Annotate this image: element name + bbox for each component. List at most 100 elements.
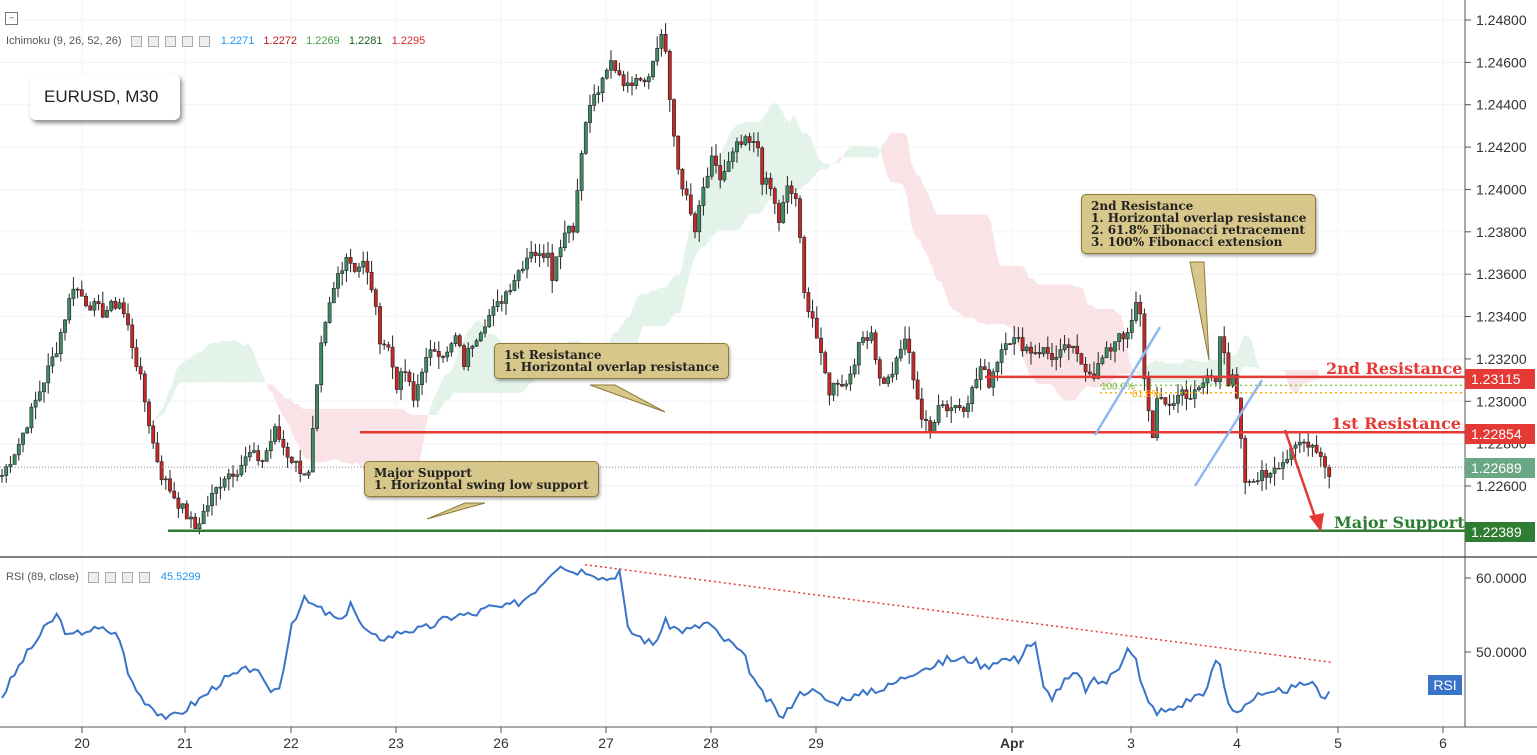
candle-body bbox=[789, 185, 794, 194]
cloud-segment bbox=[932, 203, 937, 281]
cloud-segment bbox=[1071, 284, 1076, 401]
candle-body bbox=[37, 391, 42, 401]
cloud-segment bbox=[1167, 363, 1172, 383]
candle-body bbox=[919, 398, 924, 420]
cloud-segment bbox=[365, 408, 370, 476]
cloud-segment bbox=[823, 163, 828, 169]
candle-body bbox=[1125, 332, 1130, 340]
cloud-segment bbox=[277, 390, 282, 413]
cloud-segment bbox=[357, 408, 362, 468]
cloud-segment bbox=[319, 408, 324, 463]
ichimoku-value: 1.2272 bbox=[263, 35, 298, 47]
candle-body bbox=[483, 326, 487, 334]
candle-body bbox=[630, 82, 634, 86]
cloud-segment bbox=[327, 408, 332, 462]
candle-body bbox=[1197, 387, 1201, 391]
candle-body bbox=[352, 262, 357, 272]
candle-body bbox=[688, 194, 693, 215]
cloud-segment bbox=[1159, 361, 1164, 383]
candle-body bbox=[499, 301, 504, 304]
add-icon[interactable] bbox=[181, 35, 193, 47]
cloud-segment bbox=[709, 168, 714, 240]
cloud-segment bbox=[1234, 349, 1239, 383]
close-icon[interactable] bbox=[138, 571, 150, 583]
rsi-header[interactable]: RSI (89, close) 45.5299 bbox=[6, 571, 207, 583]
cloud-segment bbox=[180, 361, 185, 383]
candle-body bbox=[268, 441, 273, 452]
candle-body bbox=[478, 332, 483, 342]
candle-body bbox=[684, 188, 689, 196]
cloud-segment bbox=[348, 408, 353, 465]
cloud-segment bbox=[1125, 334, 1130, 374]
close-icon[interactable] bbox=[198, 35, 210, 47]
cloud-segment bbox=[294, 404, 299, 445]
cloud-segment bbox=[168, 385, 173, 404]
cloud-segment bbox=[1008, 265, 1013, 328]
candle-body bbox=[575, 190, 580, 233]
candle-body bbox=[1226, 352, 1231, 387]
settings-icon[interactable] bbox=[130, 35, 142, 47]
candle-body bbox=[462, 345, 466, 367]
candle-body bbox=[1310, 444, 1315, 448]
candle-body bbox=[814, 317, 819, 339]
annotation-major-support: Major Support 1. Horizontal swing low su… bbox=[364, 461, 599, 497]
candle-body bbox=[331, 287, 336, 304]
candle-body bbox=[117, 302, 122, 309]
cloud-segment bbox=[1197, 360, 1202, 385]
candle-body bbox=[907, 338, 912, 353]
cloud-segment bbox=[919, 176, 924, 250]
candle-body bbox=[302, 473, 307, 476]
cloud-segment bbox=[411, 414, 416, 465]
cloud-segment bbox=[970, 214, 975, 319]
cloud-segment bbox=[840, 153, 845, 163]
candle-body bbox=[390, 346, 395, 368]
gear-icon[interactable] bbox=[104, 571, 116, 583]
candle-body bbox=[1129, 320, 1134, 333]
candle-body bbox=[504, 291, 508, 304]
cloud-segment bbox=[428, 401, 433, 415]
candle-body bbox=[348, 257, 353, 264]
ichimoku-value: 1.2269 bbox=[306, 35, 340, 47]
candle-body bbox=[751, 141, 756, 143]
cloud-segment bbox=[226, 340, 231, 383]
cloud-segment bbox=[285, 398, 290, 427]
candle-body bbox=[1062, 344, 1067, 351]
cloud-segment bbox=[1033, 278, 1038, 385]
candle-body bbox=[1302, 441, 1306, 444]
add-icon[interactable] bbox=[121, 571, 133, 583]
cloud-segment bbox=[676, 274, 681, 314]
candle-body bbox=[571, 225, 576, 233]
candle-body bbox=[567, 225, 571, 234]
cloud-segment bbox=[403, 409, 408, 464]
cloud-segment bbox=[789, 114, 794, 201]
candle-body bbox=[386, 344, 391, 348]
cloud-segment bbox=[289, 398, 294, 439]
cloud-segment bbox=[865, 145, 870, 158]
candle-body bbox=[84, 295, 88, 307]
candle-body bbox=[184, 503, 189, 520]
price-tag-2nd-resistance: 1.23115 bbox=[1465, 369, 1535, 389]
collapse-icon[interactable]: – bbox=[5, 12, 18, 25]
cloud-segment bbox=[1003, 265, 1008, 327]
cloud-segment bbox=[474, 319, 479, 394]
visibility-icon[interactable] bbox=[164, 35, 176, 47]
candle-body bbox=[361, 260, 366, 268]
ichimoku-value: 1.2281 bbox=[348, 35, 383, 47]
candle-body bbox=[583, 122, 588, 154]
candle-body bbox=[768, 177, 773, 190]
candle-body bbox=[693, 213, 697, 233]
ichimoku-header[interactable]: Ichimoku (9, 26, 52, 26) 1.2271 1.2272 1… bbox=[6, 35, 431, 47]
cloud-segment bbox=[159, 406, 164, 417]
settings-icon[interactable] bbox=[87, 571, 99, 583]
cloud-segment bbox=[441, 374, 446, 409]
gear-icon[interactable] bbox=[147, 35, 159, 47]
candle-body bbox=[1192, 389, 1197, 399]
cloud-segment bbox=[1079, 286, 1084, 394]
candle-body bbox=[155, 442, 160, 462]
price-tick-label: 1.24800 bbox=[1476, 12, 1527, 28]
candle-body bbox=[856, 342, 861, 366]
cloud-segment bbox=[655, 287, 660, 327]
candle-body bbox=[33, 399, 38, 408]
candle-body bbox=[861, 337, 865, 343]
cloud-segment bbox=[651, 290, 656, 327]
